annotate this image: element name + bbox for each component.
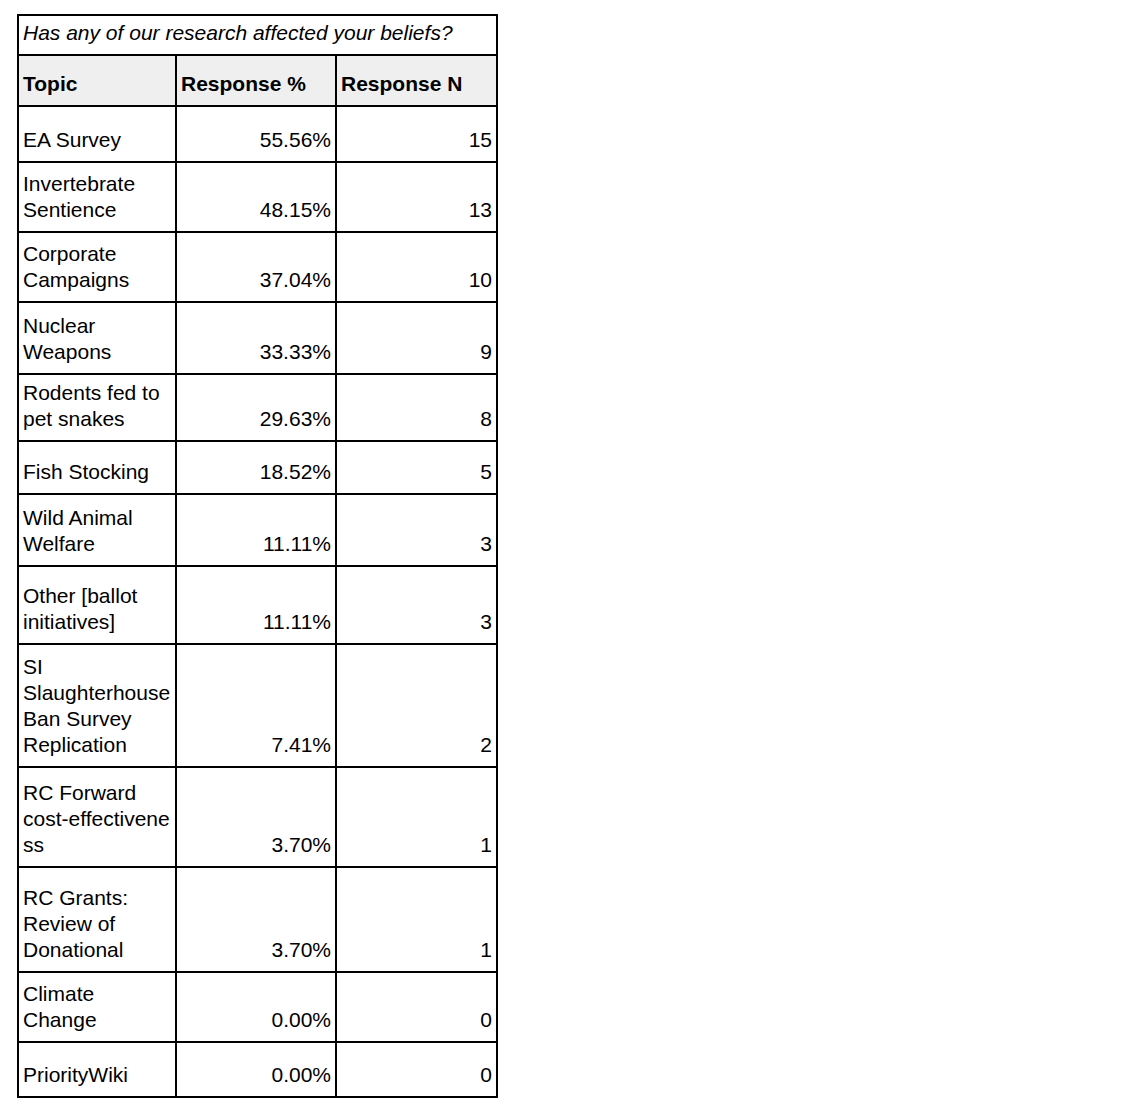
topic-cell: RC Grants: Review of Donational <box>18 867 176 972</box>
response-pct-cell: 11.11% <box>176 494 336 566</box>
response-pct-cell: 33.33% <box>176 302 336 374</box>
response-n-cell: 10 <box>336 232 497 302</box>
response-pct-cell: 55.56% <box>176 106 336 162</box>
response-pct-cell: 48.15% <box>176 162 336 232</box>
topic-cell: Wild Animal Welfare <box>18 494 176 566</box>
response-n-cell: 1 <box>336 867 497 972</box>
response-pct-cell: 18.52% <box>176 441 336 494</box>
table-title: Has any of our research affected your be… <box>18 15 497 55</box>
topic-cell: Fish Stocking <box>18 441 176 494</box>
table-row: Corporate Campaigns 37.04% 10 <box>18 232 497 302</box>
table-title-row: Has any of our research affected your be… <box>18 15 497 55</box>
response-n-cell: 5 <box>336 441 497 494</box>
response-pct-cell: 0.00% <box>176 1042 336 1097</box>
response-pct-cell: 3.70% <box>176 867 336 972</box>
response-pct-cell: 29.63% <box>176 374 336 441</box>
response-pct-cell: 7.41% <box>176 644 336 767</box>
topic-cell: SI Slaughterhouse Ban Survey Replication <box>18 644 176 767</box>
response-pct-cell: 3.70% <box>176 767 336 867</box>
table-row: Invertebrate Sentience 48.15% 13 <box>18 162 497 232</box>
beliefs-survey-table: Has any of our research affected your be… <box>17 14 498 1098</box>
col-header-response-n: Response N <box>336 55 497 106</box>
response-n-cell: 13 <box>336 162 497 232</box>
document-page: Has any of our research affected your be… <box>0 0 1132 1114</box>
response-n-cell: 0 <box>336 1042 497 1097</box>
topic-cell: RC Forward cost-effectivene ss <box>18 767 176 867</box>
topic-cell: Rodents fed to pet snakes <box>18 374 176 441</box>
topic-cell: PriorityWiki <box>18 1042 176 1097</box>
topic-cell: Climate Change <box>18 972 176 1042</box>
table-row: Nuclear Weapons 33.33% 9 <box>18 302 497 374</box>
response-n-cell: 8 <box>336 374 497 441</box>
table-row: Other [ballot initiatives] 11.11% 3 <box>18 566 497 644</box>
topic-cell: EA Survey <box>18 106 176 162</box>
col-header-topic: Topic <box>18 55 176 106</box>
response-pct-cell: 11.11% <box>176 566 336 644</box>
topic-cell: Other [ballot initiatives] <box>18 566 176 644</box>
table-row: Fish Stocking 18.52% 5 <box>18 441 497 494</box>
response-n-cell: 0 <box>336 972 497 1042</box>
response-n-cell: 9 <box>336 302 497 374</box>
table-row: RC Forward cost-effectivene ss 3.70% 1 <box>18 767 497 867</box>
col-header-response-pct: Response % <box>176 55 336 106</box>
response-n-cell: 2 <box>336 644 497 767</box>
topic-cell: Invertebrate Sentience <box>18 162 176 232</box>
response-n-cell: 15 <box>336 106 497 162</box>
table-row: SI Slaughterhouse Ban Survey Replication… <box>18 644 497 767</box>
topic-cell: Corporate Campaigns <box>18 232 176 302</box>
table-header-row: Topic Response % Response N <box>18 55 497 106</box>
table-row: Climate Change 0.00% 0 <box>18 972 497 1042</box>
table-row: Rodents fed to pet snakes 29.63% 8 <box>18 374 497 441</box>
response-n-cell: 1 <box>336 767 497 867</box>
table-row: PriorityWiki 0.00% 0 <box>18 1042 497 1097</box>
table-row: Wild Animal Welfare 11.11% 3 <box>18 494 497 566</box>
response-n-cell: 3 <box>336 566 497 644</box>
response-pct-cell: 37.04% <box>176 232 336 302</box>
topic-cell: Nuclear Weapons <box>18 302 176 374</box>
response-pct-cell: 0.00% <box>176 972 336 1042</box>
response-n-cell: 3 <box>336 494 497 566</box>
table-row: RC Grants: Review of Donational 3.70% 1 <box>18 867 497 972</box>
table-row: EA Survey 55.56% 15 <box>18 106 497 162</box>
